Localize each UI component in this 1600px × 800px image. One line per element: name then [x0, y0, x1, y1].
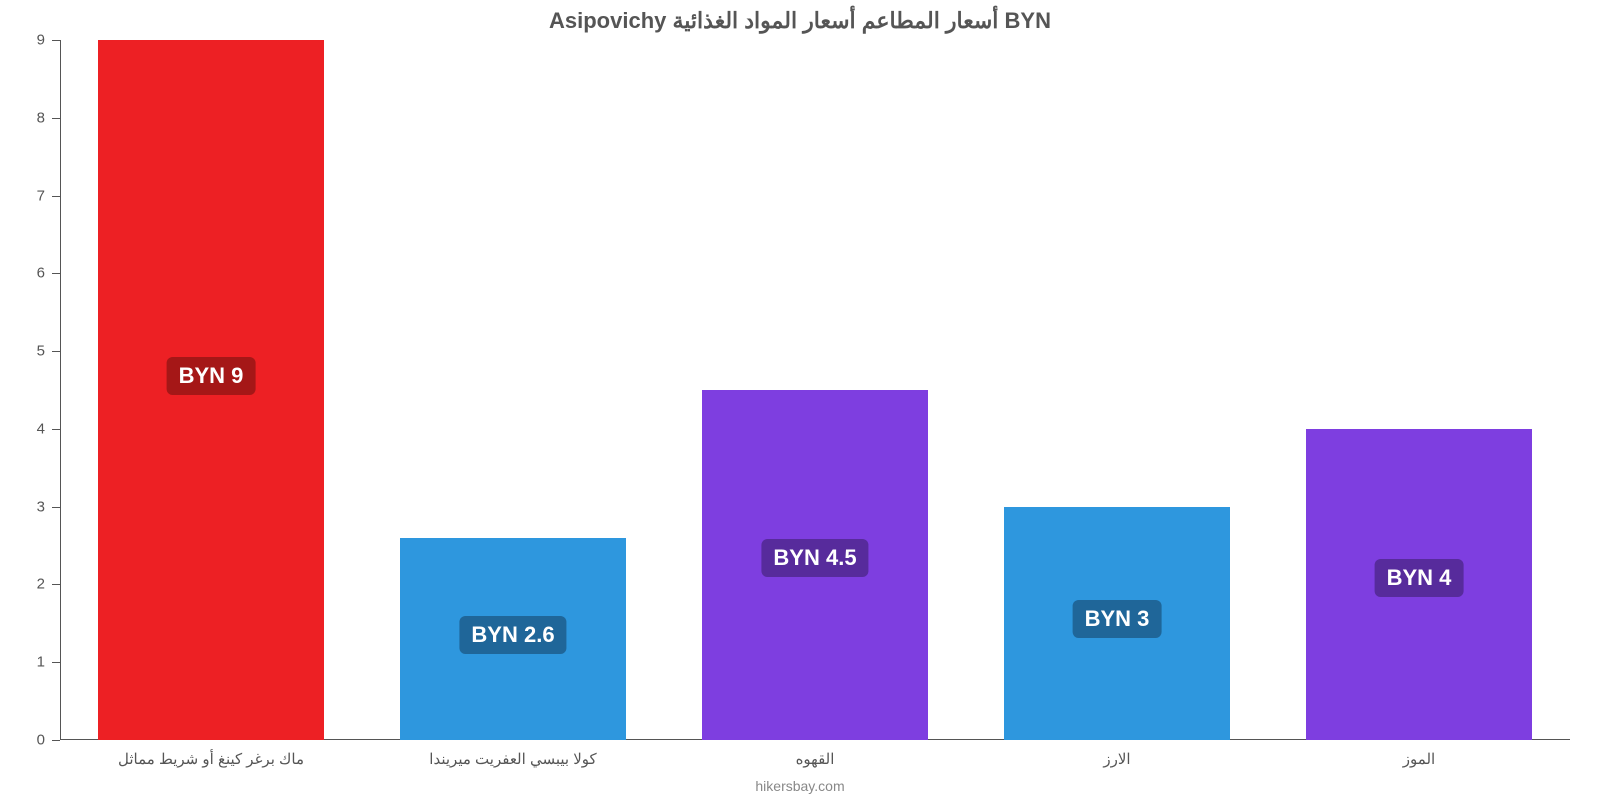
bar-value-badge: BYN 9: [167, 357, 256, 395]
y-tick-label: 9: [5, 32, 45, 49]
x-tick-label: القهوه: [796, 750, 835, 768]
y-tick-label: 2: [5, 576, 45, 593]
y-tick-label: 3: [5, 498, 45, 515]
plot-area: 0123456789BYN 9ماك برغر كينغ أو شريط مما…: [60, 40, 1570, 740]
y-tick: [52, 662, 60, 663]
y-tick-label: 7: [5, 187, 45, 204]
y-axis: [60, 40, 61, 740]
bar-value-badge: BYN 3: [1073, 600, 1162, 638]
y-tick: [52, 740, 60, 741]
y-tick: [52, 351, 60, 352]
attribution-text: hikersbay.com: [0, 778, 1600, 794]
y-tick: [52, 118, 60, 119]
y-tick: [52, 196, 60, 197]
bar-value-badge: BYN 4: [1375, 559, 1464, 597]
y-tick: [52, 40, 60, 41]
chart-area: 0123456789BYN 9ماك برغر كينغ أو شريط مما…: [60, 40, 1570, 740]
x-tick-label: الارز: [1103, 750, 1130, 768]
y-tick-label: 5: [5, 343, 45, 360]
x-tick-label: ماك برغر كينغ أو شريط مماثل: [118, 750, 304, 768]
y-tick: [52, 584, 60, 585]
chart-title: Asipovichy أسعار المطاعم أسعار المواد ال…: [0, 0, 1600, 34]
bar-value-badge: BYN 4.5: [761, 539, 868, 577]
y-tick-label: 0: [5, 732, 45, 749]
y-tick-label: 1: [5, 654, 45, 671]
bar-value-badge: BYN 2.6: [459, 616, 566, 654]
x-tick-label: الموز: [1403, 750, 1435, 768]
y-tick-label: 8: [5, 109, 45, 126]
y-tick-label: 4: [5, 420, 45, 437]
y-tick: [52, 507, 60, 508]
y-tick-label: 6: [5, 265, 45, 282]
y-tick: [52, 273, 60, 274]
y-tick: [52, 429, 60, 430]
x-tick-label: كولا بيبسي العفريت ميريندا: [429, 750, 596, 768]
